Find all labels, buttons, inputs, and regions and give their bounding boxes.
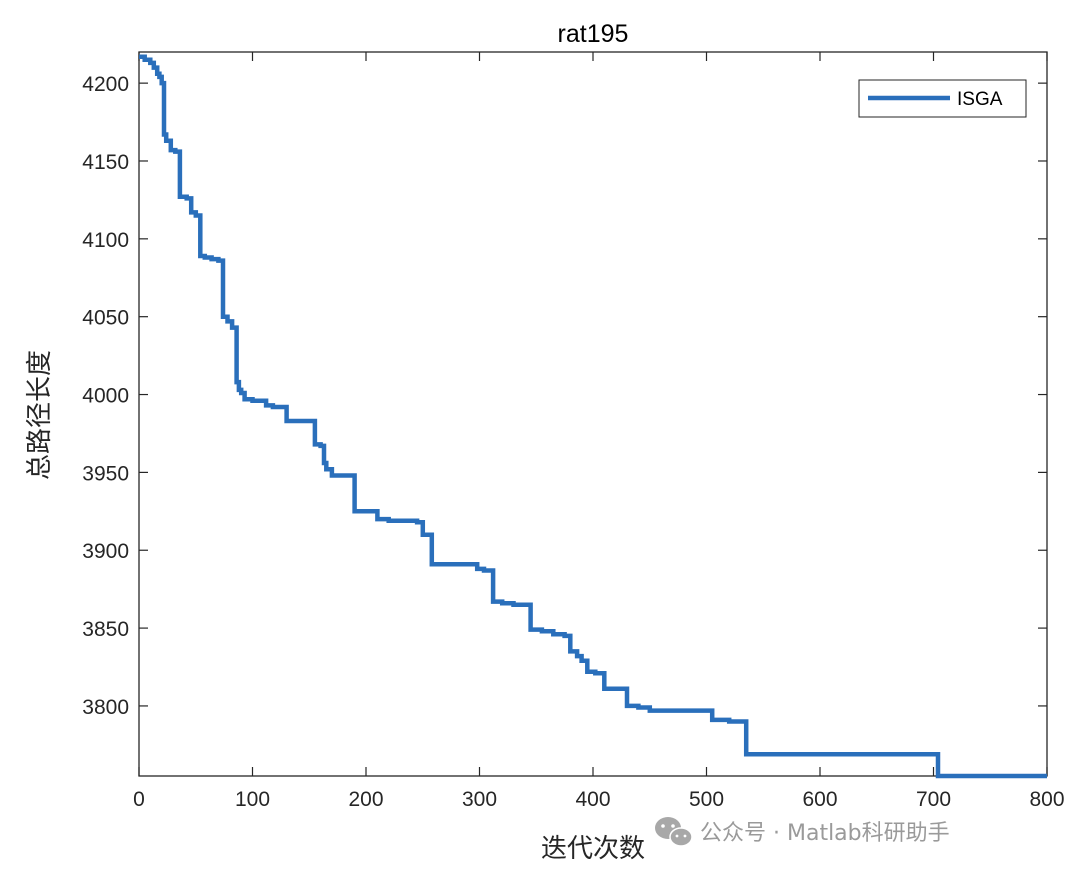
x-axis-label: 迭代次数 [541,834,645,864]
x-axis-ticks: 0 100 200 300 400 500 600 700 800 [133,52,1065,811]
x-tick-label: 200 [348,788,383,811]
y-tick-label: 3950 [82,462,129,485]
x-tick-label: 600 [802,788,837,811]
y-tick-label: 3900 [82,540,129,563]
y-tick-label: 3850 [82,618,129,641]
y-tick-label: 4200 [82,73,129,96]
chart-title: rat195 [558,20,629,48]
legend-label: ISGA [957,89,1003,110]
wechat-icon [655,817,693,847]
watermark: 公众号 · Matlab科研助手 [655,817,950,847]
series-line-isga [139,54,1047,779]
plot-frame [138,51,1048,777]
plot-area: 0 100 200 300 400 500 600 700 800 3800 3850 3900 39… [82,51,1065,811]
y-tick-label: 3800 [82,696,129,719]
series-layer [139,54,1047,779]
y-tick-label: 4150 [82,151,129,174]
x-tick-label: 800 [1029,788,1064,811]
x-tick-label: 500 [689,788,724,811]
y-axis-label: 总路径长度 [25,350,55,480]
y-tick-label: 4050 [82,307,129,330]
legend: ISGA [858,79,1027,118]
y-tick-label: 4100 [82,229,129,252]
x-tick-label: 400 [575,788,610,811]
watermark-text: 公众号 · Matlab科研助手 [700,821,950,846]
x-tick-label: 100 [235,788,270,811]
y-axis-ticks: 3800 3850 3900 3950 4000 4050 4100 4150 4200 [82,73,1047,719]
x-tick-label: 0 [133,788,145,811]
x-tick-label: 700 [916,788,951,811]
y-tick-label: 4000 [82,385,129,408]
x-tick-label: 300 [462,788,497,811]
